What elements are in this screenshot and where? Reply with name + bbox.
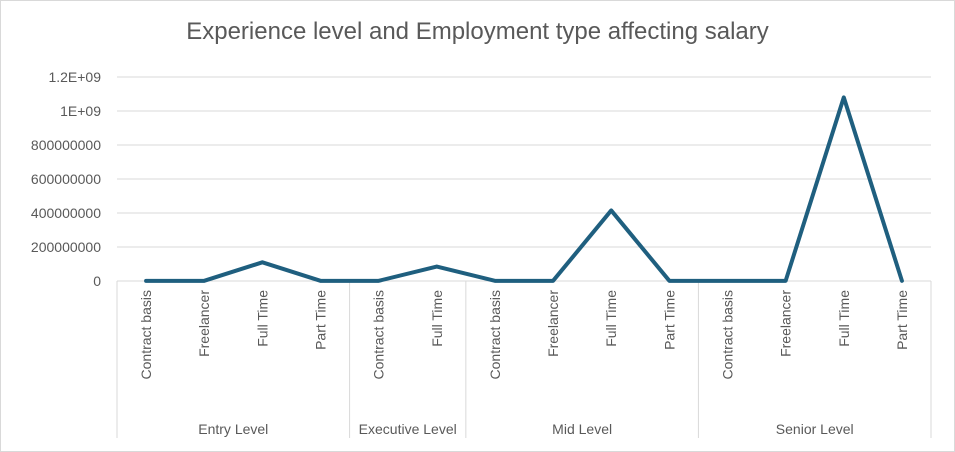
group-label: Entry Level — [198, 421, 268, 437]
series-line — [144, 95, 904, 283]
data-point — [552, 279, 555, 282]
category-label: Freelancer — [196, 290, 212, 357]
y-tick-label: 1E+09 — [60, 103, 101, 119]
category-label: Full Time — [254, 290, 270, 347]
data-point — [668, 279, 671, 282]
data-point — [377, 279, 380, 282]
y-tick-label: 600000000 — [31, 171, 101, 187]
y-tick-label: 0 — [93, 273, 101, 289]
series-layer — [144, 95, 904, 283]
data-point — [493, 279, 496, 282]
y-tick-label: 1.2E+09 — [48, 69, 101, 85]
category-label: Full Time — [429, 290, 445, 347]
chart-title: Experience level and Employment type aff… — [186, 18, 769, 45]
group-labels: Entry Level Executive Level Mid Level Senio… — [198, 421, 853, 437]
data-point — [145, 279, 148, 282]
y-tick-label: 200000000 — [31, 239, 101, 255]
y-tick-label: 800000000 — [31, 137, 101, 153]
data-point — [842, 96, 845, 99]
data-point — [203, 279, 206, 282]
category-label: Freelancer — [545, 290, 561, 357]
category-label: Part Time — [894, 290, 910, 350]
data-point — [610, 209, 613, 212]
category-axis — [116, 280, 932, 438]
data-point — [319, 279, 322, 282]
category-label: Contract basis — [138, 290, 154, 379]
data-point — [784, 279, 787, 282]
y-axis-tick-labels: 0 200000000 400000000 600000000 800000000 1E+… — [31, 69, 101, 289]
category-label: Contract basis — [371, 290, 387, 379]
category-labels: Contract basis Freelancer Full Time Part Ti… — [138, 290, 910, 380]
gridlines — [117, 76, 931, 248]
category-label: Full Time — [603, 290, 619, 347]
category-label: Contract basis — [487, 290, 503, 379]
category-label: Freelancer — [778, 290, 794, 357]
y-tick-label: 400000000 — [31, 205, 101, 221]
category-label: Part Time — [313, 290, 329, 350]
group-label: Senior Level — [776, 421, 854, 437]
category-label: Contract basis — [720, 290, 736, 379]
group-label: Mid Level — [552, 421, 612, 437]
group-label: Executive Level — [359, 421, 457, 437]
category-label: Part Time — [661, 290, 677, 350]
category-label: Full Time — [836, 290, 852, 347]
data-point — [726, 279, 729, 282]
data-point — [261, 261, 264, 264]
data-point — [435, 265, 438, 268]
data-point — [900, 279, 903, 282]
